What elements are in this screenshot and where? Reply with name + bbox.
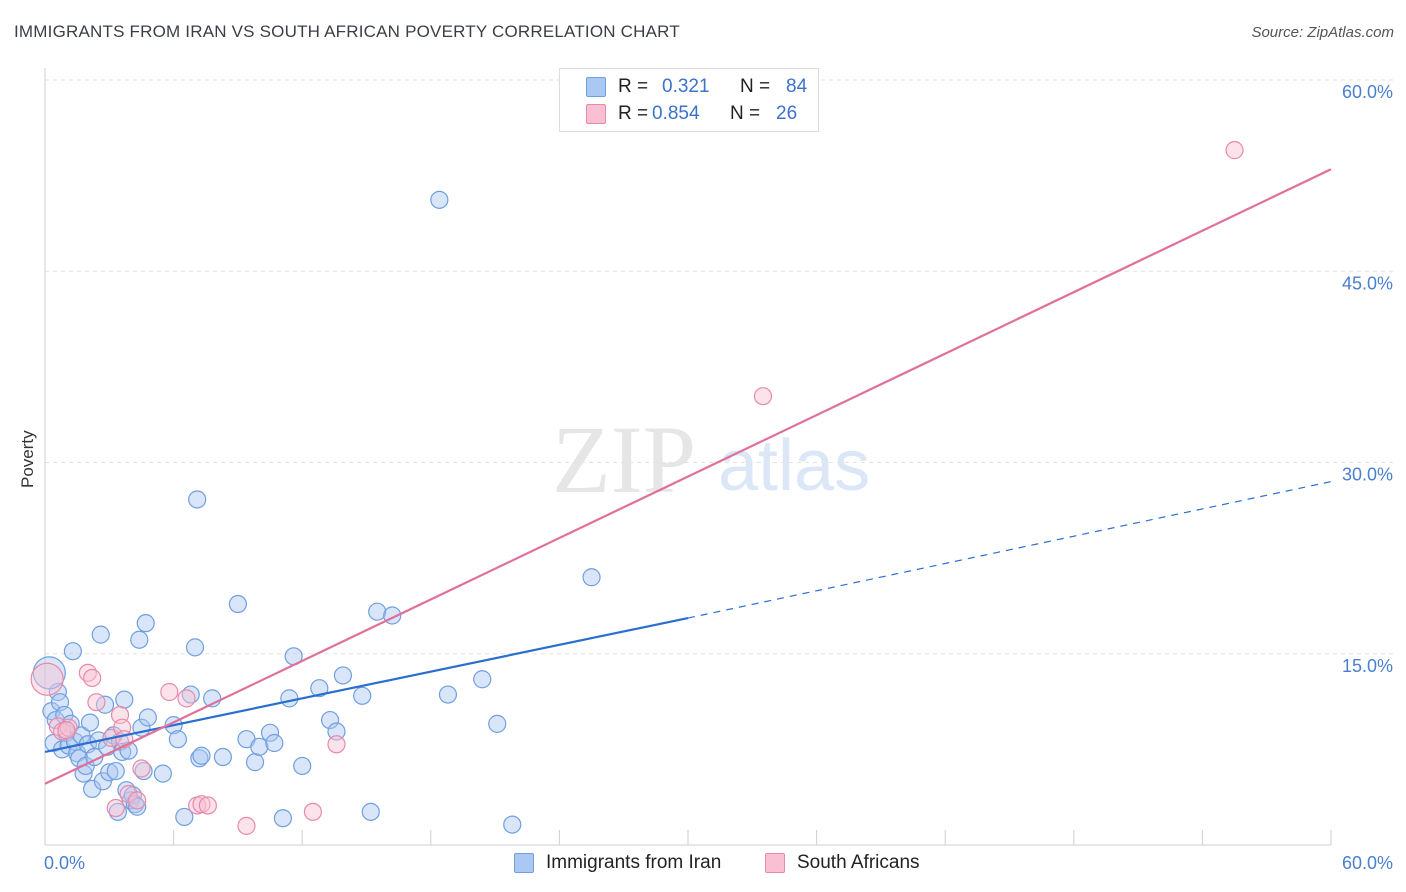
- watermark-atlas: atlas: [718, 426, 870, 506]
- point-series-0-73: [430, 190, 449, 209]
- point-series-0-76: [488, 714, 507, 733]
- point-series-1-23: [753, 387, 773, 406]
- legend-n-label: N =: [730, 103, 761, 124]
- axes: [44, 68, 1332, 846]
- point-series-0-67: [327, 722, 346, 741]
- point-series-1-25: [57, 721, 76, 740]
- point-series-0-39: [130, 630, 149, 649]
- point-series-0-58: [250, 737, 269, 756]
- watermark-zip: ZIP: [552, 406, 696, 513]
- point-series-1-21: [303, 802, 323, 821]
- legend-swatch-south-african: [586, 104, 606, 124]
- point-series-0-50: [188, 490, 207, 509]
- point-series-0-32: [115, 690, 134, 709]
- legend-r-label: R =: [618, 103, 649, 124]
- legend-n-value: 84: [786, 76, 808, 97]
- point-series-1-20: [237, 816, 256, 835]
- point-series-0-26: [100, 763, 119, 782]
- legend-n-value: 26: [776, 103, 798, 124]
- point-series-1-19: [198, 796, 217, 815]
- legend-row-south-african: R = 0.854 N = 26: [586, 102, 797, 126]
- point-series-0-42: [136, 614, 155, 633]
- point-series-1-18: [192, 795, 211, 814]
- point-series-0-49: [185, 638, 205, 657]
- chart-title: IMMIGRANTS FROM IRAN VS SOUTH AFRICAN PO…: [14, 22, 680, 41]
- point-series-0-78: [582, 568, 601, 587]
- legend-n-label: N =: [740, 76, 771, 97]
- point-series-0-75: [473, 670, 492, 689]
- y-tick-label-2: 45.0%: [1342, 273, 1393, 293]
- legend-r-value: 0.854: [652, 103, 700, 124]
- point-series-0-55: [228, 594, 247, 614]
- point-series-0-57: [245, 753, 265, 772]
- x-tick-label-1: 60.0%: [1342, 853, 1393, 873]
- point-series-0-41: [134, 761, 153, 781]
- y-tick-label-0: 15.0%: [1342, 656, 1393, 676]
- point-series-0-66: [320, 710, 340, 730]
- point-series-0-68: [333, 666, 353, 685]
- point-series-0-61: [273, 809, 293, 828]
- series-label-south-african: South Africans: [797, 852, 920, 873]
- tick-labels: 15.0% 30.0% 45.0% 60.0% 0.0% 60.0%: [44, 82, 1393, 873]
- legend-r-label: R =: [618, 76, 649, 97]
- point-series-0-60: [265, 733, 284, 753]
- x-tick-label-0: 0.0%: [44, 853, 85, 873]
- legend: R = 0.321 N = 84 R = 0.854 N = 26: [559, 68, 819, 132]
- point-series-0-23: [93, 772, 112, 791]
- watermark: ZIP atlas: [552, 406, 870, 513]
- point-series-0-51: [190, 749, 209, 768]
- point-series-0-74: [438, 685, 458, 704]
- point-series-1-22: [327, 735, 346, 754]
- trend-line-series-1: [44, 168, 1332, 785]
- point-series-0-54: [213, 747, 232, 767]
- point-series-1-15: [160, 682, 179, 702]
- point-series-1-14: [132, 759, 151, 778]
- y-tick-label-1: 30.0%: [1342, 465, 1393, 485]
- point-series-0-28: [106, 761, 125, 781]
- legend-r-value: 0.321: [662, 76, 710, 97]
- trend-line-series-0: [44, 616, 689, 754]
- point-series-0-47: [175, 807, 194, 827]
- point-series-0-64: [293, 756, 312, 776]
- point-series-0-43: [138, 708, 157, 727]
- y-tick-label-3: 60.0%: [1342, 82, 1393, 102]
- trend-lines: [44, 168, 1332, 785]
- series-legend-south-african[interactable]: South Africans: [765, 852, 920, 874]
- point-series-0-70: [361, 802, 380, 821]
- trend-line-extension-series-0: [687, 481, 1332, 619]
- point-series-0-69: [353, 686, 372, 705]
- point-series-1-8: [106, 798, 125, 818]
- point-series-0-10: [63, 642, 82, 661]
- y-axis-label: Poverty: [18, 430, 37, 488]
- grid-lines: [45, 79, 1393, 655]
- point-series-1-24: [1225, 141, 1244, 160]
- series-swatch-iran: [514, 853, 534, 873]
- point-series-0-38: [128, 797, 147, 816]
- point-series-0-44: [153, 764, 172, 783]
- legend-swatch-iran: [586, 77, 606, 97]
- point-series-1-3: [59, 718, 78, 737]
- series-swatch-south-african: [765, 853, 785, 873]
- data-points: [30, 141, 1244, 835]
- point-series-1-0: [30, 662, 64, 696]
- point-series-0-65: [310, 679, 329, 698]
- point-series-1-13: [128, 791, 147, 810]
- point-series-0-52: [192, 746, 211, 765]
- series-legend: Immigrants from Iran South Africans: [0, 852, 1406, 878]
- point-series-0-46: [168, 730, 187, 749]
- point-series-0-71: [368, 602, 387, 621]
- point-series-0-59: [260, 723, 280, 742]
- point-series-0-18: [80, 713, 100, 732]
- series-legend-iran[interactable]: Immigrants from Iran: [514, 852, 721, 874]
- point-series-1-16: [177, 689, 196, 708]
- point-series-0-22: [91, 625, 110, 644]
- point-series-1-5: [83, 668, 102, 688]
- legend-row-iran: R = 0.321 N = 84: [586, 75, 807, 99]
- source-label: Source: ZipAtlas.com: [1251, 24, 1394, 41]
- point-series-1-6: [87, 693, 106, 712]
- point-series-0-77: [503, 815, 522, 834]
- point-series-0-62: [280, 689, 299, 708]
- series-label-iran: Immigrants from Iran: [546, 852, 722, 873]
